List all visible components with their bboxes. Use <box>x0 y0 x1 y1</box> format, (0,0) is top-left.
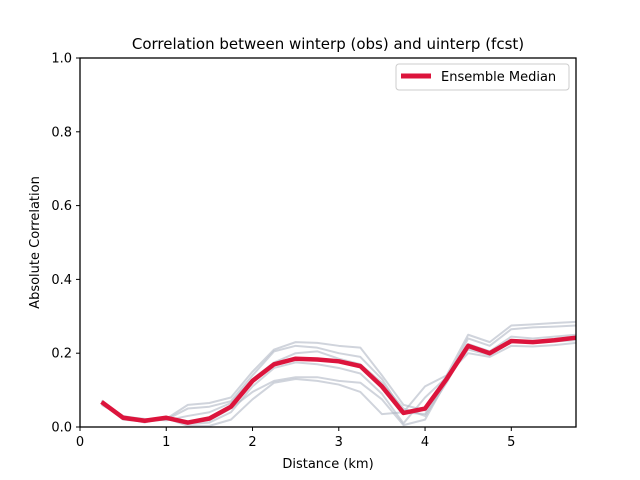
legend-box <box>395 63 570 91</box>
y-tick-label: 0.6 <box>51 199 72 214</box>
plot-area <box>100 320 577 427</box>
y-axis-label: Absolute Correlation <box>28 176 43 309</box>
x-tick-label: 4 <box>421 435 429 450</box>
y-axis-ticks: 0.0 0.2 0.4 0.6 0.8 1.0 <box>51 52 80 436</box>
ensemble-median-line <box>100 335 577 425</box>
y-tick-label: 1.0 <box>51 52 72 67</box>
y-tick-label: 0.2 <box>51 347 72 362</box>
median-series <box>100 335 577 425</box>
x-axis-label: Distance (km) <box>282 457 373 472</box>
x-tick-label: 5 <box>507 435 515 450</box>
ensemble-member-line-3 <box>101 333 577 422</box>
x-tick-label: 2 <box>248 435 256 450</box>
chart-title: Correlation between winterp (obs) and ui… <box>132 35 524 53</box>
ensemble-member-line-5 <box>100 341 577 427</box>
y-tick-label: 0.4 <box>51 273 72 288</box>
legend: Ensemble Median <box>395 63 570 91</box>
x-tick-label: 3 <box>335 435 343 450</box>
ensemble-member-line-1 <box>101 320 577 421</box>
y-tick-label: 0.0 <box>51 421 72 436</box>
x-tick-label: 1 <box>162 435 170 450</box>
x-axis-ticks: 0 1 2 3 4 5 <box>76 427 515 450</box>
legend-label: Ensemble Median <box>441 70 556 85</box>
x-tick-label: 0 <box>76 435 84 450</box>
ensemble-member-line-2 <box>100 324 577 423</box>
y-tick-label: 0.8 <box>51 125 72 140</box>
plot-frame <box>79 57 577 428</box>
